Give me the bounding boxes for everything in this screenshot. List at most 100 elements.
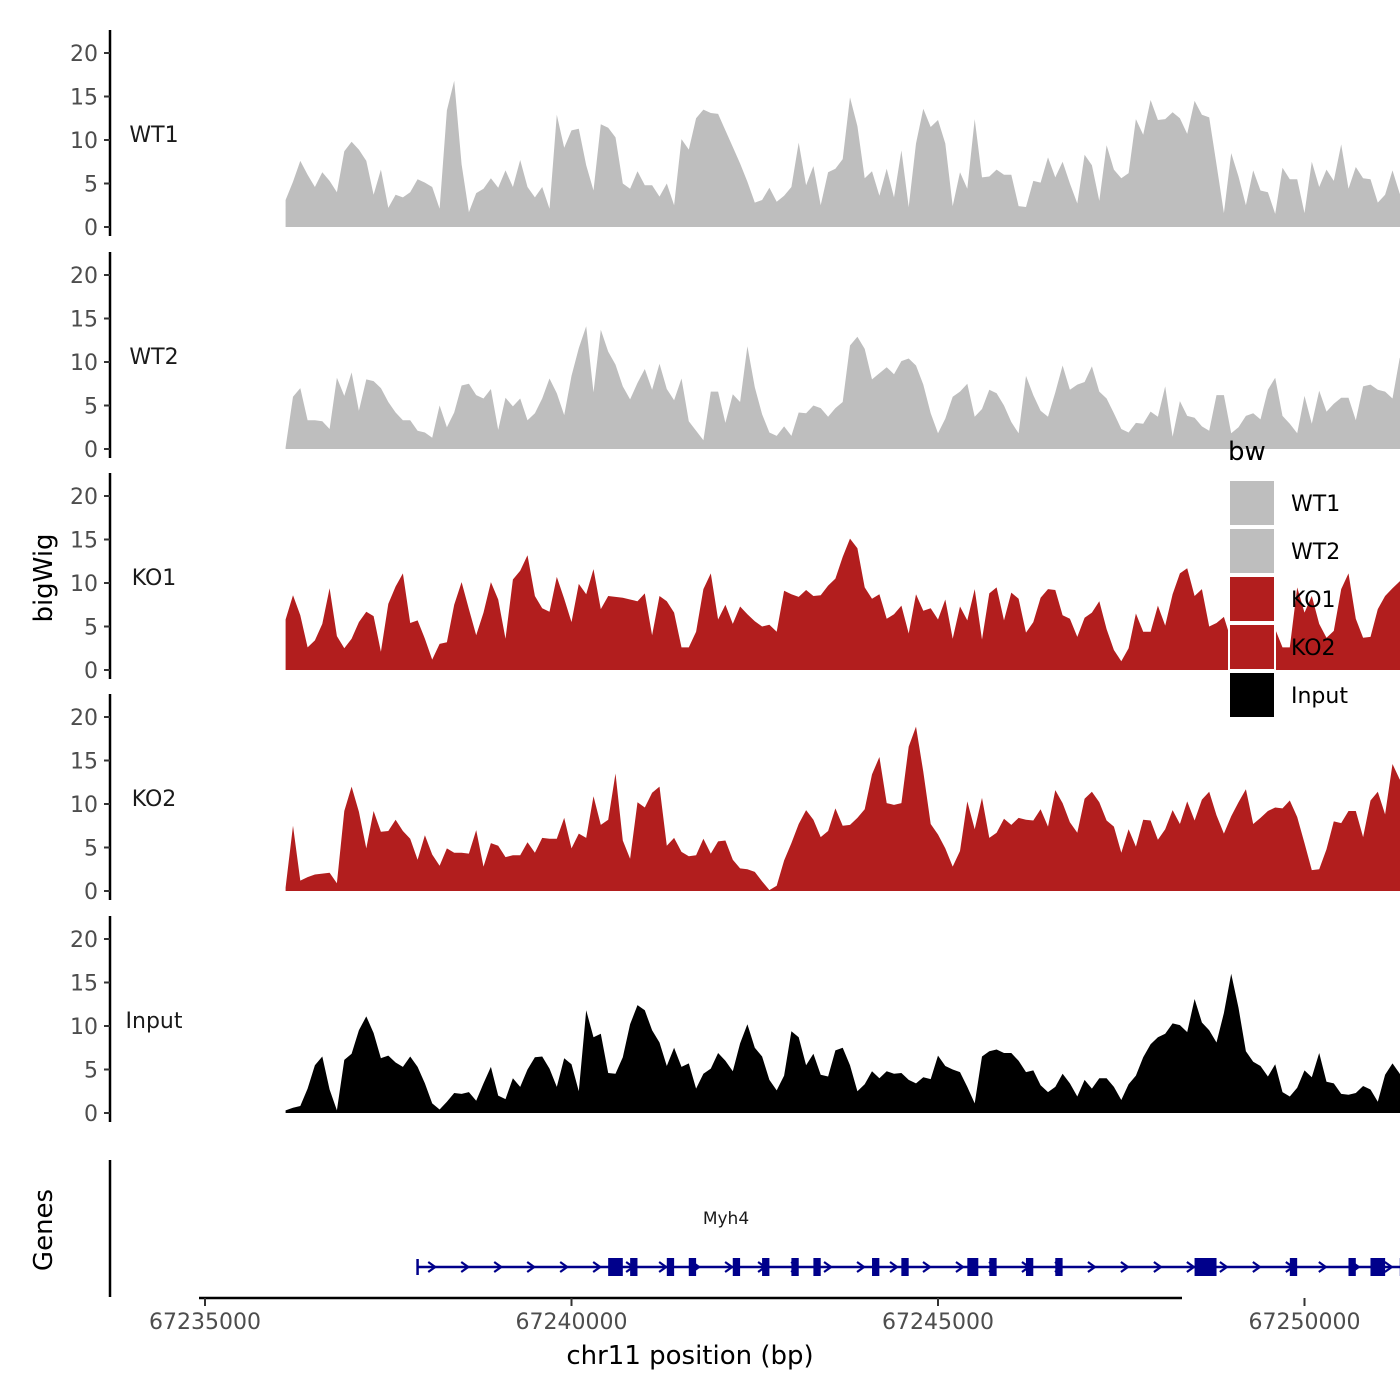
x-axis-title: chr11 position (bp) — [566, 1341, 813, 1371]
x-tick-label: 67250000 — [1249, 1310, 1361, 1335]
gene-strand-arrow — [1252, 1261, 1262, 1273]
gene-strand-arrow — [922, 1261, 932, 1273]
gene-exon — [1194, 1258, 1217, 1276]
gene-strand-arrow — [889, 1261, 899, 1273]
track-ko2: 0 5 10 15 20 KO2 — [70, 694, 1400, 905]
gene-exon — [967, 1258, 979, 1276]
area-wt1 — [285, 80, 1400, 227]
gene-strand-arrow — [724, 1261, 734, 1273]
gene-strand-arrow — [1384, 1261, 1394, 1273]
y-tick-label: 5 — [84, 173, 98, 198]
gene-exon — [1055, 1258, 1063, 1276]
y-tick-label: 10 — [70, 129, 98, 154]
gene-exon — [791, 1258, 799, 1276]
y-axis-title: bigWig — [29, 533, 59, 622]
track-label: Input — [126, 1009, 183, 1034]
gene-strand-arrow — [559, 1261, 570, 1273]
y-tick-label: 20 — [70, 485, 98, 510]
legend-label-input: Input — [1291, 684, 1348, 709]
track-ko1: 0 5 10 15 20 KO1 — [70, 473, 1400, 684]
gene-strand-arrow — [1186, 1261, 1196, 1273]
gene-exon — [688, 1258, 697, 1276]
legend-key-input — [1228, 671, 1276, 719]
area-ko2 — [285, 726, 1400, 891]
track-input: 0 5 10 15 20 Input — [70, 916, 1400, 1127]
gene-exon — [1348, 1258, 1356, 1276]
gene-strand-arrow — [526, 1261, 537, 1273]
y-tick-label: 5 — [84, 1059, 98, 1084]
track-wt1: 0 5 10 15 20 WT1 — [70, 30, 1400, 241]
y-tick-label: 5 — [84, 837, 98, 862]
gene-exon — [901, 1258, 909, 1276]
x-tick-label: 67245000 — [882, 1310, 994, 1335]
track-label: KO2 — [132, 787, 177, 812]
y-tick-label: 0 — [84, 438, 98, 463]
genes-axis-title: Genes — [29, 1189, 59, 1271]
track-label: WT1 — [129, 123, 178, 148]
x-tick-label: 67235000 — [149, 1310, 261, 1335]
y-tick-label: 10 — [70, 572, 98, 597]
genes-track: Myh4 — [108, 1160, 1400, 1297]
gene-strand-arrow — [856, 1261, 866, 1273]
x-tick-label: 67240000 — [516, 1310, 628, 1335]
y-tick-label: 15 — [70, 750, 98, 775]
y-tick-label: 0 — [84, 880, 98, 905]
gene-strand-arrow — [427, 1261, 438, 1273]
legend-key-ko1 — [1228, 575, 1276, 623]
track-wt2: 0 5 10 15 20 WT2 — [70, 252, 1400, 463]
y-tick-label: 20 — [70, 264, 98, 289]
gene-exon — [813, 1258, 821, 1276]
legend-label-ko2: KO2 — [1291, 636, 1336, 661]
legend-title: bw — [1228, 437, 1266, 467]
gene-exon — [666, 1258, 675, 1276]
gene-name-label: Myh4 — [703, 1209, 749, 1229]
track-label: WT2 — [129, 345, 178, 370]
gene-strand-arrow — [1120, 1261, 1130, 1273]
gene-strand-arrow — [823, 1261, 833, 1273]
y-tick-label: 15 — [70, 529, 98, 554]
legend-label-ko1: KO1 — [1291, 588, 1336, 613]
gene-strand-arrow — [955, 1261, 965, 1273]
y-tick-label: 20 — [70, 706, 98, 731]
gene-strand-arrow — [1318, 1261, 1328, 1273]
y-tick-label: 10 — [70, 793, 98, 818]
legend-label-wt2: WT2 — [1291, 540, 1340, 565]
gene-strand-arrow — [1153, 1261, 1163, 1273]
legend-key-ko2 — [1228, 623, 1276, 671]
y-tick-label: 5 — [84, 395, 98, 420]
gene-strand-arrow — [1087, 1261, 1097, 1273]
area-ko1 — [285, 538, 1400, 670]
gene-exon — [630, 1258, 638, 1276]
area-input — [285, 973, 1400, 1113]
gene-exon — [732, 1258, 741, 1276]
y-tick-label: 0 — [84, 659, 98, 684]
gene-exon — [762, 1258, 770, 1276]
gene-strand-arrow — [592, 1261, 603, 1273]
gene-exon — [1289, 1258, 1298, 1276]
gene-exon — [608, 1258, 623, 1276]
area-wt2 — [285, 326, 1400, 449]
legend: bw WT1 WT2 KO1 KO2 Input — [1228, 437, 1348, 719]
gene-strand-arrow — [493, 1261, 504, 1273]
gene-exon — [1025, 1258, 1034, 1276]
legend-label-wt1: WT1 — [1291, 492, 1340, 517]
gene-strand-arrow — [460, 1261, 471, 1273]
y-tick-label: 15 — [70, 86, 98, 111]
y-tick-label: 10 — [70, 351, 98, 376]
track-label: KO1 — [132, 566, 177, 591]
bigwig-tracks: 0 5 10 15 20 WT1 0 5 10 15 20 WT2 0 5 10 15 20 KO1 0 5 10 15 2… — [70, 30, 1400, 1127]
y-tick-label: 5 — [84, 616, 98, 641]
gene-exon — [989, 1258, 997, 1276]
gene-exon — [872, 1258, 880, 1276]
legend-key-wt2 — [1228, 527, 1276, 575]
gene-strand-arrow — [1219, 1261, 1229, 1273]
y-tick-label: 15 — [70, 972, 98, 997]
y-tick-label: 15 — [70, 308, 98, 333]
y-tick-label: 20 — [70, 42, 98, 67]
y-tick-label: 20 — [70, 928, 98, 953]
gene-exon — [1370, 1258, 1386, 1276]
legend-key-wt1 — [1228, 479, 1276, 527]
y-tick-label: 0 — [84, 216, 98, 241]
x-axis: 6723500067240000672450006725000067255000… — [149, 1296, 1361, 1335]
